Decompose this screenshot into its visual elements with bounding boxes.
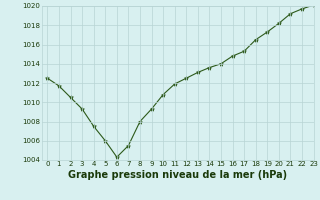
X-axis label: Graphe pression niveau de la mer (hPa): Graphe pression niveau de la mer (hPa) [68,170,287,180]
